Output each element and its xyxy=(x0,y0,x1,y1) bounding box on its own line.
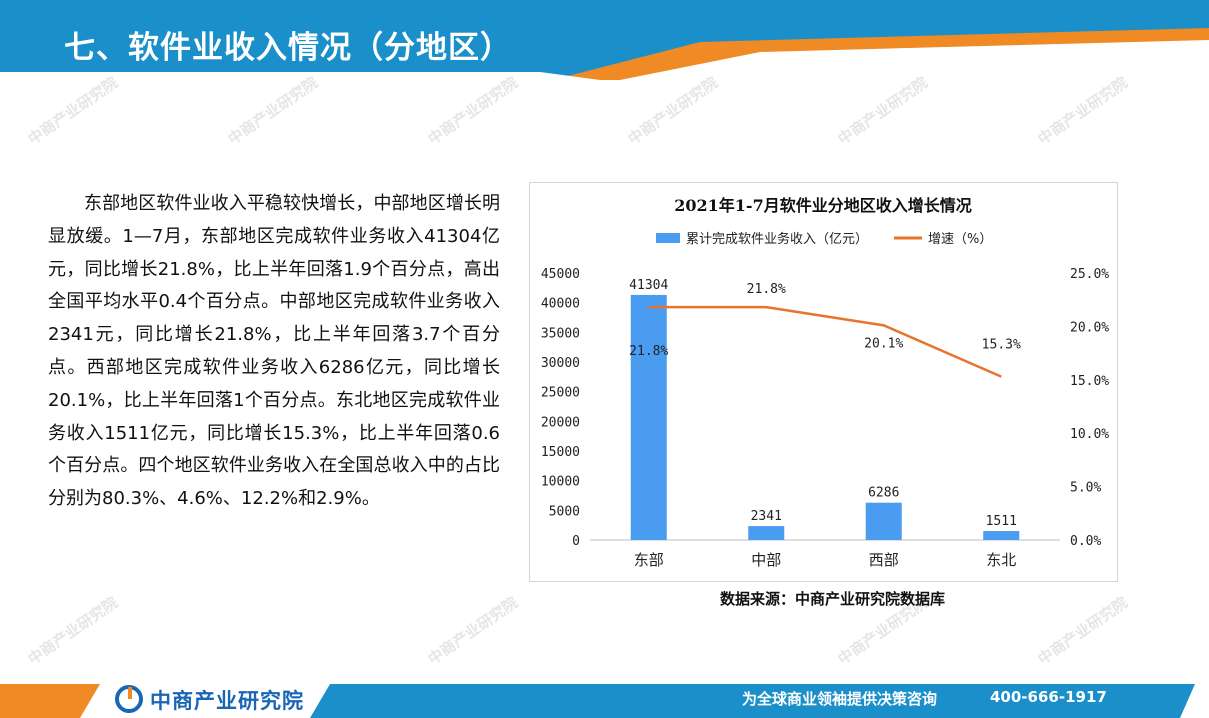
watermark: 中商产业研究院 xyxy=(24,593,121,669)
footer-bar xyxy=(0,684,1209,718)
legend-label-bar: 累计完成软件业务收入（亿元） xyxy=(686,231,868,247)
bar xyxy=(748,526,785,540)
y-right-tick-label: 10.0% xyxy=(1070,427,1109,442)
line-data-label: 20.1% xyxy=(864,336,903,351)
y-left-tick-label: 45000 xyxy=(541,267,580,282)
y-left-tick-label: 5000 xyxy=(549,504,580,519)
y-right-tick-label: 20.0% xyxy=(1070,320,1109,335)
y-left-tick-label: 35000 xyxy=(541,326,580,341)
bar-data-label: 41304 xyxy=(629,278,668,293)
watermark: 中商产业研究院 xyxy=(1034,73,1131,149)
watermark: 中商产业研究院 xyxy=(424,593,521,669)
y-right-tick-label: 25.0% xyxy=(1070,267,1109,282)
y-left-tick-label: 25000 xyxy=(541,386,580,401)
legend-label-line: 增速（%） xyxy=(928,232,992,247)
chart-container: 2021年1-7月软件业分地区收入增长情况累计完成软件业务收入（亿元） 增速（%）… xyxy=(529,182,1118,582)
footer-brand: 中商产业研究院 xyxy=(150,689,304,713)
line-data-label: 15.3% xyxy=(982,338,1021,353)
y-left-tick-label: 15000 xyxy=(541,445,580,460)
bar-data-label: 2341 xyxy=(751,509,782,524)
footer-slogan: 为全球商业领袖提供决策咨询 xyxy=(742,690,938,708)
line-data-label: 21.8% xyxy=(747,282,786,297)
y-right-tick-label: 5.0% xyxy=(1070,481,1101,496)
bar xyxy=(630,294,667,540)
bar xyxy=(865,502,902,540)
y-right-tick-label: 0.0% xyxy=(1070,534,1101,549)
watermark: 中商产业研究院 xyxy=(624,73,721,149)
bar xyxy=(983,531,1020,540)
y-left-tick-label: 30000 xyxy=(541,356,580,371)
growth-rate-line xyxy=(648,305,1002,378)
x-tick-label: 西部 xyxy=(869,551,899,569)
legend-swatch-bar xyxy=(656,233,680,243)
y-left-tick-label: 40000 xyxy=(541,297,580,312)
bar-data-label: 1511 xyxy=(986,514,1017,529)
watermark: 中商产业研究院 xyxy=(834,73,931,149)
watermark: 中商产业研究院 xyxy=(24,73,121,149)
chart-title: 2021年1-7月软件业分地区收入增长情况 xyxy=(674,196,971,215)
data-source: 数据来源：中商产业研究院数据库 xyxy=(720,590,946,608)
line-data-label: 21.8% xyxy=(629,344,668,359)
body-paragraph: 东部地区软件业收入平稳较快增长，中部地区增长明显放缓。1—7月，东部地区完成软件… xyxy=(48,193,500,510)
watermark: 中商产业研究院 xyxy=(224,73,321,149)
x-tick-label: 东北 xyxy=(986,551,1016,569)
bar-data-label: 6286 xyxy=(868,486,899,501)
page-title: 七、软件业收入情况（分地区） xyxy=(64,30,512,66)
x-tick-label: 中部 xyxy=(751,551,781,569)
footer-background xyxy=(0,684,1209,718)
y-left-tick-label: 20000 xyxy=(541,415,580,430)
header-background xyxy=(0,0,1209,80)
header-banner: 七、软件业收入情况（分地区） xyxy=(0,0,1209,80)
y-left-tick-label: 10000 xyxy=(541,475,580,490)
x-tick-label: 东部 xyxy=(634,551,664,569)
watermark: 中商产业研究院 xyxy=(424,73,521,149)
y-left-tick-label: 0 xyxy=(572,534,580,549)
footer-phone: 400-666-1917 xyxy=(990,688,1107,706)
brand-logo-icon xyxy=(115,685,143,713)
watermark: 中商产业研究院 xyxy=(1034,593,1131,669)
y-right-tick-label: 15.0% xyxy=(1070,374,1109,389)
